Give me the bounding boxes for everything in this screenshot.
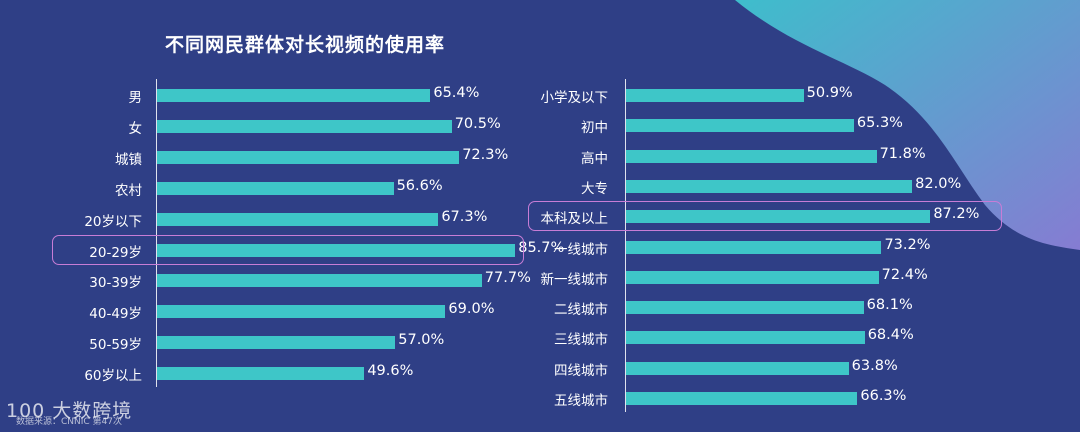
value-label: 57.0%	[398, 332, 445, 349]
bar	[157, 212, 439, 226]
highlight-box	[52, 234, 524, 265]
bar	[626, 149, 877, 163]
value-label: 71.8%	[879, 145, 926, 162]
bar	[157, 243, 516, 257]
value-label: 77.7%	[484, 270, 531, 287]
category-label: 新一线城市	[540, 271, 609, 288]
corner-wave-shape	[735, 0, 1080, 250]
chart-title: 不同网民群体对长视频的使用率	[165, 34, 446, 56]
value-label: 69.0%	[448, 301, 495, 318]
value-label: 87.2%	[933, 206, 980, 223]
bar	[157, 89, 431, 102]
category-label: 大专	[581, 180, 608, 197]
category-label: 四线城市	[554, 362, 608, 379]
value-label: 70.5%	[454, 115, 501, 132]
bar	[626, 392, 858, 405]
bar	[626, 240, 882, 254]
value-label: 72.4%	[881, 266, 928, 283]
bar	[157, 150, 460, 164]
bar	[157, 367, 365, 381]
value-label: 73.2%	[884, 236, 931, 253]
bar	[626, 270, 879, 284]
value-label: 50.9%	[806, 85, 853, 101]
category-label: 三线城市	[554, 332, 608, 349]
value-label: 65.3%	[856, 115, 903, 132]
bar	[626, 210, 931, 224]
bar	[626, 361, 849, 375]
value-label: 82.0%	[915, 175, 962, 192]
category-label: 本科及以上	[540, 211, 609, 228]
category-label: 五线城市	[554, 393, 608, 409]
value-label: 65.4%	[433, 85, 480, 101]
category-label: 60岁以上	[84, 368, 142, 385]
value-label: 67.3%	[441, 208, 488, 225]
bar	[157, 119, 452, 133]
bar	[626, 89, 804, 102]
category-label: 高中	[581, 150, 608, 167]
bar	[626, 179, 913, 193]
y-axis-line	[625, 79, 626, 412]
value-label: 68.4%	[867, 327, 914, 344]
value-label: 56.6%	[396, 177, 443, 194]
value-label: 72.3%	[462, 146, 509, 163]
bar	[157, 336, 396, 350]
bar	[626, 331, 865, 345]
highlight-box	[528, 201, 1002, 232]
brand-watermark: 100 大数跨境	[6, 400, 133, 422]
category-label: 50-59岁	[89, 337, 142, 354]
category-label: 初中	[581, 120, 608, 137]
value-label: 85.7%	[518, 239, 565, 256]
value-label: 68.1%	[866, 297, 913, 314]
value-label: 49.6%	[367, 363, 414, 380]
bar	[157, 181, 394, 195]
category-label: 40-49岁	[89, 306, 142, 323]
y-axis-line	[156, 79, 157, 388]
category-label: 城镇	[115, 151, 142, 168]
value-label: 63.8%	[851, 357, 898, 374]
bar	[157, 274, 482, 288]
category-label: 20-29岁	[89, 244, 142, 261]
value-label: 66.3%	[860, 388, 907, 404]
category-label: 女	[128, 120, 143, 137]
category-label: 农村	[115, 182, 142, 199]
source-note: 数据来源：CNNIC 第47次	[16, 417, 123, 427]
bar	[626, 119, 854, 133]
category-label: 20岁以下	[84, 213, 142, 230]
bar	[626, 301, 864, 315]
category-label: 30-39岁	[89, 275, 142, 292]
category-label: 男	[128, 90, 143, 106]
category-label: 小学及以下	[540, 90, 609, 106]
category-label: 二线城市	[554, 302, 608, 319]
category-label: 一线城市	[554, 241, 608, 258]
bar	[157, 305, 446, 319]
